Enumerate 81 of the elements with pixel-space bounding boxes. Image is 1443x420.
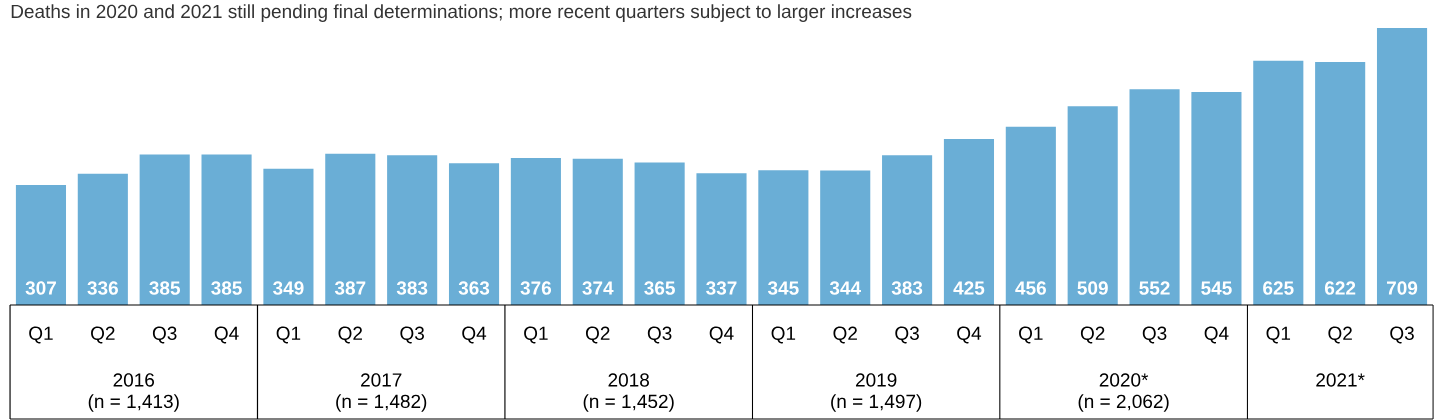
bar — [387, 155, 438, 305]
text: (n = 2,062) — [1078, 394, 1169, 412]
bar — [820, 170, 871, 305]
bar — [139, 154, 190, 305]
data-label: 363 — [458, 281, 490, 295]
data-label: 337 — [706, 281, 737, 295]
x-tick-label: Q2 — [1080, 326, 1105, 344]
x-tick-label: Q3 — [1142, 326, 1167, 344]
data-label: 345 — [767, 281, 799, 295]
x-tick-label: Q4 — [462, 326, 487, 344]
x-tick-label: Q2 — [338, 326, 363, 344]
text: (n = 1,452) — [583, 394, 674, 412]
text: 2018 — [608, 373, 649, 387]
x-tick-label: Q3 — [647, 326, 672, 344]
text: (n = 1,413) — [88, 394, 179, 412]
data-label: 385 — [211, 281, 242, 295]
bar — [634, 162, 685, 305]
bar — [510, 158, 561, 305]
bar — [448, 163, 500, 305]
data-label: 456 — [1015, 281, 1046, 295]
x-tick-label: Q3 — [1390, 326, 1414, 344]
data-label: 545 — [1201, 281, 1232, 295]
x-tick-label: Q3 — [152, 326, 177, 344]
x-tick-label: Q2 — [91, 326, 115, 344]
data-label: 383 — [396, 281, 428, 295]
data-label: 387 — [334, 281, 366, 295]
data-label: 709 — [1387, 281, 1418, 295]
bar — [1191, 92, 1242, 305]
text: 2021* — [1316, 373, 1365, 387]
x-tick-label: Q4 — [214, 326, 239, 344]
data-label: 625 — [1263, 281, 1294, 295]
bar — [943, 138, 995, 305]
x-tick-label: Q4 — [709, 326, 734, 344]
data-label: 307 — [25, 281, 56, 295]
bar — [263, 168, 314, 305]
data-label: 374 — [582, 281, 614, 295]
x-tick-label: Q2 — [585, 326, 610, 344]
bar — [1129, 89, 1180, 305]
x-tick-label: Q1 — [29, 326, 53, 344]
text: (n = 1,497) — [831, 394, 922, 412]
data-label: 365 — [644, 281, 675, 295]
x-tick-label: Q2 — [1328, 326, 1352, 344]
data-label: 349 — [273, 281, 304, 295]
text: 2020* — [1099, 373, 1149, 387]
bar — [572, 158, 623, 305]
x-tick-label: Q1 — [1266, 326, 1291, 344]
x-tick-label: Q2 — [833, 326, 857, 344]
bar — [1005, 126, 1056, 305]
bar — [77, 173, 128, 305]
x-tick-label: Q1 — [1019, 326, 1043, 344]
x-tick-label: Q3 — [895, 326, 919, 344]
bar — [1376, 28, 1428, 305]
bar — [15, 185, 67, 305]
data-label: 344 — [829, 281, 861, 295]
bar — [1315, 61, 1366, 305]
x-tick-label: Q1 — [524, 326, 548, 344]
data-label: 509 — [1077, 281, 1108, 295]
data-label: 383 — [891, 281, 923, 295]
x-tick-label: Q1 — [276, 326, 301, 344]
text: 2016 — [113, 373, 155, 387]
chart-subtitle: Deaths in 2020 and 2021 still pending final determinations; more recent quarters subject to larger increases — [11, 4, 912, 22]
bar — [1067, 106, 1118, 305]
data-label: 336 — [87, 281, 118, 295]
bar — [758, 170, 809, 305]
bar — [325, 153, 376, 305]
data-label: 552 — [1139, 281, 1170, 295]
bar — [1253, 60, 1304, 305]
x-tick-label: Q4 — [957, 326, 982, 344]
x-tick-label: Q4 — [1204, 326, 1229, 344]
data-label: 425 — [953, 281, 985, 295]
text: 2019 — [855, 373, 897, 387]
bar — [882, 155, 933, 305]
text: (n = 1,482) — [336, 394, 427, 412]
x-tick-label: Q3 — [400, 326, 424, 344]
x-tick-label: Q1 — [771, 326, 796, 344]
bar — [696, 173, 747, 305]
data-label: 385 — [149, 281, 181, 295]
text: 2017 — [361, 373, 402, 387]
bar — [201, 154, 252, 305]
data-label: 376 — [520, 281, 552, 295]
data-label: 622 — [1325, 281, 1356, 295]
